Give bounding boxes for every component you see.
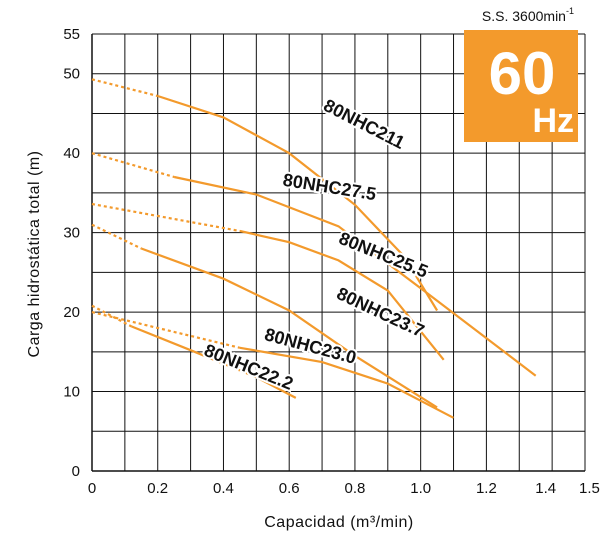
series-line bbox=[173, 175, 537, 377]
x-axis-label: Capacidad (m³/min) bbox=[264, 514, 413, 531]
badge-background bbox=[464, 30, 578, 142]
curve-label: 80NHC27.5 bbox=[282, 170, 378, 204]
curve-label: 80NHC211 bbox=[320, 95, 408, 153]
series-80NHC23.0 bbox=[91, 311, 455, 419]
x-tick-label: 0.4 bbox=[213, 480, 234, 497]
y-tick-label: 20 bbox=[63, 304, 80, 321]
y-tick-label: 0 bbox=[72, 463, 80, 480]
x-tick-label: 0.6 bbox=[279, 480, 300, 497]
y-tick-label: 55 bbox=[63, 26, 80, 43]
series-80NHC22.2 bbox=[91, 304, 297, 399]
series-line-dashed bbox=[91, 311, 241, 349]
series-80NHC25.5 bbox=[91, 202, 445, 361]
frequency-badge: 60 Hz bbox=[464, 30, 578, 142]
y-tick-label: 30 bbox=[63, 225, 80, 242]
y-tick-label: 10 bbox=[63, 384, 80, 401]
series-line-dashed bbox=[91, 202, 241, 233]
speed-note-sup: -1 bbox=[566, 6, 574, 16]
tick-labels: 0 0.2 0.4 0.6 0.8 1.0 1.2 1.4 1.5 0 10 20 30 40 50 55 bbox=[63, 26, 600, 497]
speed-note: S.S. 3600min-1 bbox=[482, 6, 574, 24]
badge-frequency: 60 bbox=[489, 40, 556, 107]
y-tick-label: 40 bbox=[63, 145, 80, 162]
series-line-dashed bbox=[91, 152, 175, 179]
x-tick-label: 0.2 bbox=[147, 480, 168, 497]
series-80NHC211 bbox=[91, 78, 439, 312]
series-line bbox=[239, 229, 445, 361]
series-line-dashed bbox=[91, 78, 158, 98]
series-80NHC27.5 bbox=[91, 152, 537, 377]
series-line-dashed bbox=[91, 304, 132, 328]
speed-note-text: S.S. 3600min bbox=[482, 8, 566, 24]
x-tick-label: 1.5 bbox=[579, 480, 600, 497]
x-tick-label: 0.8 bbox=[345, 480, 366, 497]
series-line-dashed bbox=[91, 223, 142, 250]
x-tick-label: 1.4 bbox=[535, 480, 556, 497]
series-layer bbox=[91, 78, 537, 419]
x-tick-label: 1.0 bbox=[410, 480, 431, 497]
x-tick-label: 0 bbox=[88, 480, 96, 497]
curve-labels: 80NHC21180NHC27.580NHC25.580NHC23.780NHC… bbox=[199, 93, 432, 396]
y-axis-label: Carga hidrostática total (m) bbox=[26, 151, 43, 358]
y-tick-label: 50 bbox=[63, 66, 80, 83]
series-line bbox=[140, 247, 438, 409]
x-tick-label: 1.2 bbox=[476, 480, 497, 497]
grid bbox=[91, 33, 586, 472]
curve-label: 80NHC23.0 bbox=[262, 324, 358, 368]
series-line bbox=[130, 325, 297, 399]
series-line bbox=[157, 94, 439, 312]
series-line bbox=[239, 346, 455, 419]
badge-unit: Hz bbox=[532, 102, 574, 140]
series-80NHC23.7 bbox=[91, 223, 438, 409]
